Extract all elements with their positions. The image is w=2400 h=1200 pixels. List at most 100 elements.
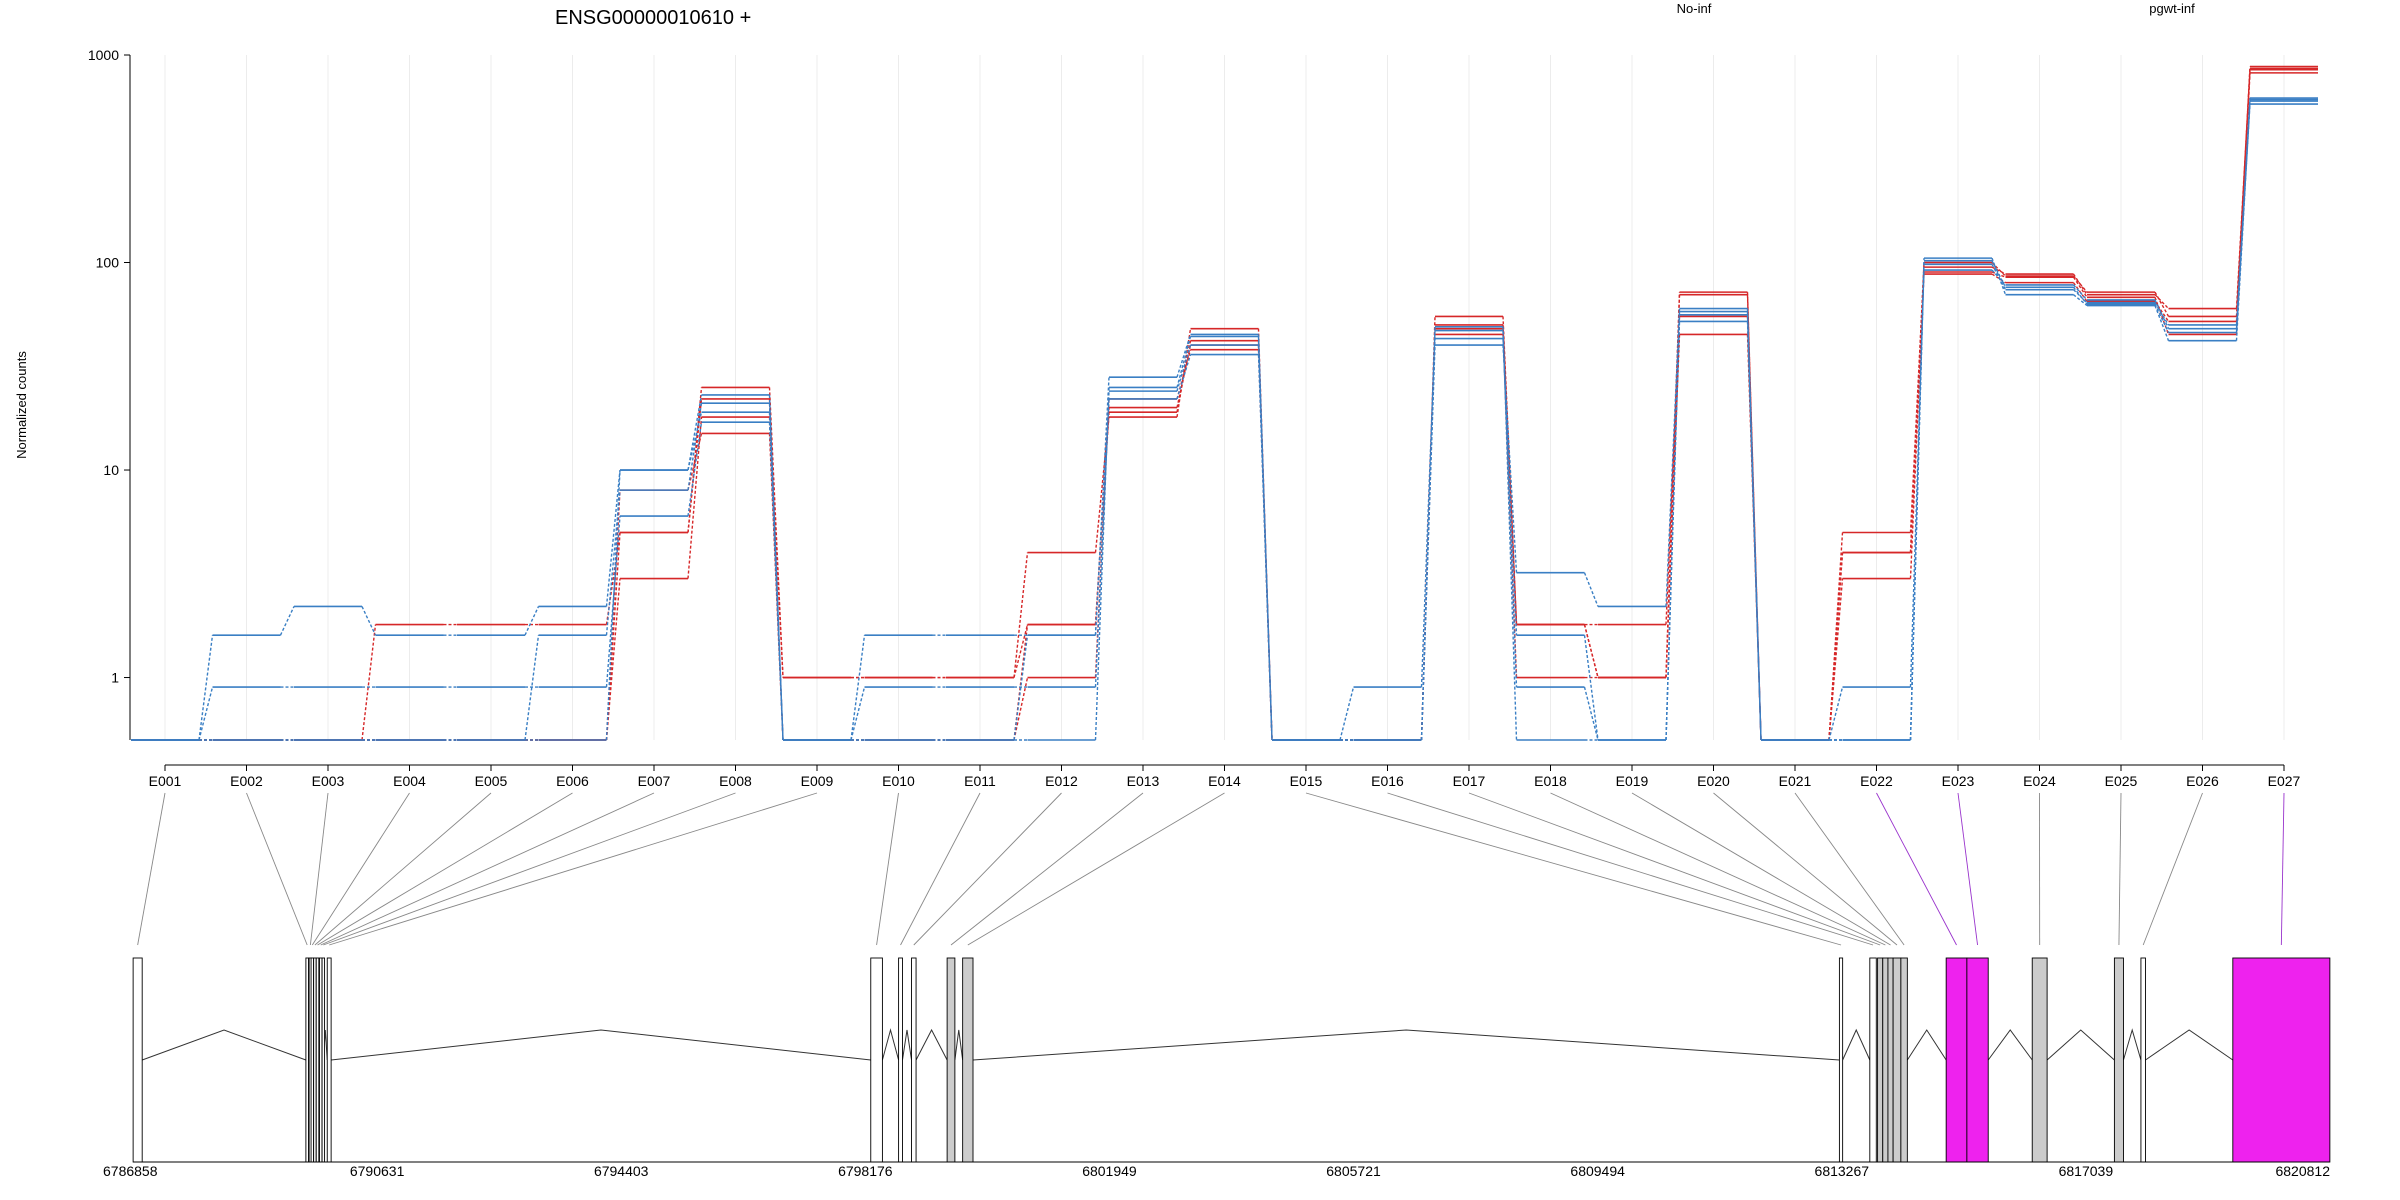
x-tick-label: E022 — [1860, 773, 1893, 789]
exon-e006 — [315, 957, 320, 1163]
exon-connector — [876, 792, 899, 946]
exon-connector — [1550, 792, 1886, 946]
series-transition — [1339, 686, 1355, 741]
series-transition — [1176, 354, 1192, 400]
x-tick-label: E024 — [2023, 773, 2056, 789]
series-transition — [605, 516, 621, 688]
exon-connector — [309, 792, 329, 946]
series-transition — [1583, 686, 1599, 741]
series-transition — [850, 635, 866, 741]
exon-connector — [1468, 792, 1881, 946]
coordinate-label: 6786858 — [103, 1163, 158, 1179]
exon-e020 — [1892, 957, 1902, 1163]
y-tick-label: 1000 — [88, 47, 119, 63]
x-tick-label: E001 — [149, 773, 182, 789]
x-tick-label: E026 — [2186, 773, 2219, 789]
series-transition — [1991, 273, 2006, 284]
series-transition — [2235, 68, 2251, 317]
x-tick-label: E020 — [1697, 773, 1730, 789]
x-tick-label: E021 — [1779, 773, 1812, 789]
exon-e018 — [1882, 957, 1889, 1163]
exon-connector-lines — [137, 792, 2285, 946]
exon-e012 — [911, 957, 917, 1163]
exon-connector — [967, 792, 1225, 946]
series-transition — [1094, 391, 1110, 636]
exon-connector — [317, 792, 573, 946]
coordinate-label: 6820812 — [2275, 1163, 2330, 1179]
series-transition — [850, 686, 866, 741]
y-tick-label: 100 — [96, 255, 120, 271]
exon-connector — [1305, 792, 1842, 946]
series-transition — [198, 686, 214, 741]
coordinate-label: 6794403 — [594, 1163, 649, 1179]
series-transition — [2154, 299, 2170, 329]
exon-connector — [137, 792, 166, 946]
exon-connector — [320, 792, 655, 946]
series-transition — [524, 606, 540, 636]
series-transition — [198, 635, 214, 741]
exon-connector — [900, 792, 981, 946]
exon-e024 — [2031, 957, 2048, 1163]
series-transition — [2154, 305, 2170, 341]
intron — [954, 1029, 964, 1061]
series-transition — [1665, 311, 1681, 741]
series-transition — [1094, 398, 1110, 688]
exon-e005 — [313, 957, 317, 1163]
series-transition — [1176, 344, 1192, 392]
series-transition — [2072, 282, 2088, 302]
series-transition — [1828, 552, 1844, 741]
series-transition — [1094, 387, 1110, 741]
coordinate-label: 6801949 — [1082, 1163, 1137, 1179]
series-transition — [1013, 624, 1029, 678]
series-transition — [2154, 303, 2170, 333]
series-layer — [131, 65, 2318, 741]
exon-connector — [1713, 792, 1898, 946]
series-transition — [2072, 284, 2088, 301]
x-tick-label: E015 — [1290, 773, 1323, 789]
exon-connector — [1387, 792, 1874, 946]
series-transition — [361, 606, 377, 636]
x-tick-label: E013 — [1127, 773, 1160, 789]
intron — [1906, 1029, 1947, 1061]
x-tick-label: E019 — [1616, 773, 1649, 789]
series-transition — [1094, 377, 1110, 636]
gene-model — [132, 957, 2331, 1163]
series-transition — [2154, 300, 2170, 322]
exon-e027 — [2232, 957, 2331, 1163]
series-transition — [2072, 275, 2088, 293]
series-transition — [687, 422, 703, 517]
series-transition — [768, 417, 784, 678]
exon-connector — [246, 792, 308, 946]
exon-e001 — [132, 957, 143, 1163]
exon-connector — [323, 792, 736, 946]
x-tick-label: E012 — [1045, 773, 1078, 789]
series-pgwt-inf-7 — [131, 98, 2318, 741]
x-tick-label: E002 — [230, 773, 263, 789]
x-tick-label: E016 — [1371, 773, 1404, 789]
x-tick-label: E023 — [1942, 773, 1975, 789]
series-transition — [361, 624, 377, 741]
y-axis: 1 10 100 1000 — [88, 47, 131, 740]
exon-e025 — [2113, 957, 2124, 1163]
series-transition — [1502, 330, 1518, 688]
exon-e016 — [1869, 957, 1877, 1163]
series-transition — [1013, 677, 1029, 741]
exon-e026 — [2140, 957, 2146, 1163]
exon-e022 — [1945, 957, 1968, 1163]
series-transition — [2154, 294, 2170, 310]
exon-e007 — [319, 957, 323, 1163]
series-transition — [1013, 624, 1029, 741]
chart-title: ENSG00000010610 + — [555, 7, 751, 29]
exon-connector — [1631, 792, 1891, 946]
series-transition — [1502, 345, 1518, 573]
coordinate-label: 6817039 — [2059, 1163, 2114, 1179]
coordinate-label: 6809494 — [1570, 1163, 1625, 1179]
y-axis-label: Normalized counts — [14, 351, 29, 459]
series-transition — [2072, 276, 2088, 298]
exon-connector — [329, 792, 818, 946]
grid-lines — [164, 55, 2285, 740]
x-axis: E001 E002 E003 E004 E005 E006 E007 E008 E009 E010… — [149, 764, 2301, 789]
series-transition — [1909, 262, 1925, 553]
x-tick-label: E003 — [312, 773, 345, 789]
